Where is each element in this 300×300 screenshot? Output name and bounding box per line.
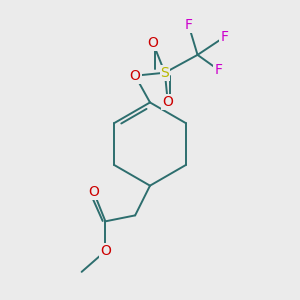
Text: F: F <box>220 30 228 44</box>
Text: O: O <box>130 69 141 83</box>
Text: O: O <box>100 244 111 258</box>
Text: O: O <box>88 184 99 199</box>
Text: F: F <box>184 18 193 32</box>
Text: S: S <box>160 66 169 80</box>
Text: O: O <box>148 36 158 50</box>
Text: F: F <box>214 63 222 77</box>
Text: O: O <box>162 95 173 110</box>
